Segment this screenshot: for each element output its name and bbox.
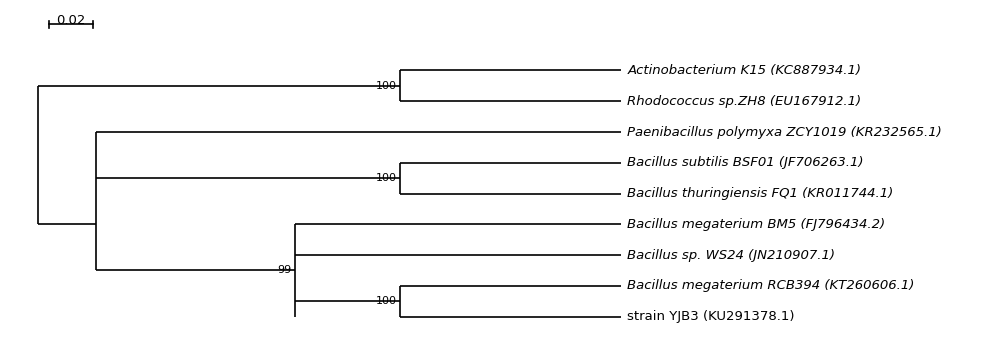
Text: 100: 100 (376, 81, 397, 91)
Text: 100: 100 (376, 296, 397, 306)
Text: Bacillus subtilis BSF01 (JF706263.1): Bacillus subtilis BSF01 (JF706263.1) (627, 156, 864, 169)
Text: 99: 99 (277, 266, 292, 276)
Text: Bacillus megaterium RCB394 (KT260606.1): Bacillus megaterium RCB394 (KT260606.1) (627, 279, 915, 292)
Text: Bacillus sp. WS24 (JN210907.1): Bacillus sp. WS24 (JN210907.1) (627, 249, 835, 261)
Text: 100: 100 (376, 173, 397, 183)
Text: Bacillus thuringiensis FQ1 (KR011744.1): Bacillus thuringiensis FQ1 (KR011744.1) (627, 187, 894, 200)
Text: strain YJB3 (KU291378.1): strain YJB3 (KU291378.1) (627, 310, 795, 323)
Text: Paenibacillus polymyxa ZCY1019 (KR232565.1): Paenibacillus polymyxa ZCY1019 (KR232565… (627, 126, 942, 139)
Text: Bacillus megaterium BM5 (FJ796434.2): Bacillus megaterium BM5 (FJ796434.2) (627, 218, 885, 231)
Text: Rhodococcus sp.ZH8 (EU167912.1): Rhodococcus sp.ZH8 (EU167912.1) (627, 95, 861, 108)
Text: 0.02: 0.02 (56, 13, 86, 26)
Text: Actinobacterium K15 (KC887934.1): Actinobacterium K15 (KC887934.1) (627, 64, 861, 77)
